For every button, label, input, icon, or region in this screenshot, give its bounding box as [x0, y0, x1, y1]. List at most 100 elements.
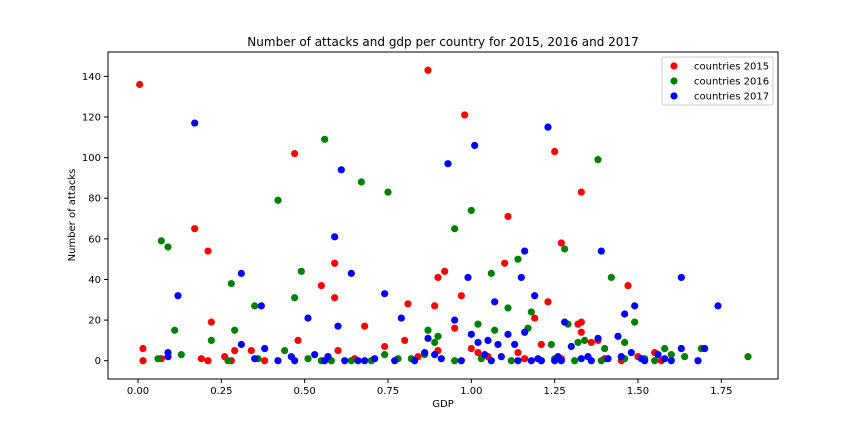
data-point [474, 338, 482, 347]
data-point [614, 332, 622, 340]
x-axis: 0.00 0.25 0.50 0.75 1.00 1.25 1.50 1.75 [127, 379, 732, 397]
data-point [237, 269, 245, 277]
data-point [601, 344, 609, 353]
data-point [207, 336, 215, 345]
data-point [491, 326, 499, 334]
x-tick-label: 1.00 [460, 386, 482, 397]
data-point [451, 357, 459, 365]
legend-label: countries 2015 [694, 62, 769, 73]
data-point [467, 206, 475, 215]
legend-label: countries 2017 [694, 92, 769, 103]
data-point [661, 355, 669, 363]
data-point [631, 302, 639, 310]
data-point [437, 355, 445, 363]
data-point [581, 336, 589, 345]
data-point [587, 338, 595, 347]
data-point [577, 188, 585, 196]
data-point [397, 314, 405, 322]
data-point [154, 355, 162, 363]
data-point [567, 342, 575, 351]
data-point [571, 357, 579, 365]
data-point [531, 292, 539, 300]
data-point [431, 351, 439, 359]
data-point [274, 357, 282, 365]
data-point [577, 355, 585, 363]
data-point [501, 259, 509, 267]
x-tick-label: 0.50 [294, 386, 316, 397]
data-point [544, 298, 552, 306]
data-point [381, 290, 389, 298]
data-point [677, 273, 685, 282]
data-point [224, 357, 232, 365]
data-point [604, 355, 612, 363]
data-point [204, 247, 212, 255]
data-point [177, 351, 185, 359]
data-point [444, 160, 452, 168]
data-point [701, 344, 709, 353]
y-tick-label: 60 [88, 234, 101, 245]
y-tick-label: 100 [82, 153, 101, 164]
data-point [331, 259, 339, 267]
data-point [424, 66, 432, 74]
data-point [514, 348, 522, 357]
data-point [291, 294, 299, 302]
data-point [274, 196, 282, 204]
data-point [607, 273, 615, 282]
data-point [404, 300, 412, 308]
data-point [597, 357, 605, 365]
data-point [627, 348, 635, 357]
data-point [281, 346, 289, 355]
data-point [677, 344, 685, 353]
data-point [654, 351, 662, 359]
x-tick-label: 0.25 [210, 386, 232, 397]
data-point [631, 318, 639, 326]
data-point [511, 340, 519, 349]
data-point [507, 357, 515, 365]
data-point [527, 357, 535, 365]
legend-marker [670, 92, 678, 100]
data-point [197, 355, 205, 363]
data-point [451, 225, 459, 233]
data-point [574, 320, 582, 328]
data-point [681, 353, 689, 361]
data-point [714, 302, 722, 310]
data-point [431, 338, 439, 347]
data-point [521, 355, 529, 363]
data-point [494, 340, 502, 349]
data-point [227, 279, 235, 288]
data-point [561, 318, 569, 326]
data-point [594, 156, 602, 164]
data-point [311, 351, 319, 359]
data-point [191, 119, 199, 127]
plot-area [107, 51, 779, 380]
data-point [621, 310, 629, 318]
data-point [551, 147, 559, 156]
data-point [504, 330, 512, 338]
data-point [421, 348, 429, 357]
data-point [334, 322, 342, 330]
y-axis-label: Number of attacks [67, 169, 78, 262]
data-point [481, 351, 489, 359]
data-point [661, 344, 669, 353]
data-point [621, 338, 629, 347]
series-3-points [164, 119, 722, 365]
data-point [487, 269, 495, 277]
data-point [451, 324, 459, 332]
data-point [411, 357, 419, 365]
y-axis: 0 20 40 60 80 100 120 140 [82, 72, 108, 367]
x-tick-label: 0.00 [127, 386, 149, 397]
chart-title: Number of attacks and gdp per country fo… [247, 35, 638, 49]
data-point [617, 353, 625, 361]
data-point [237, 340, 245, 349]
data-point [534, 355, 542, 363]
data-point [624, 281, 632, 290]
data-point [484, 336, 492, 345]
data-point [361, 322, 369, 330]
data-point [401, 336, 409, 345]
data-point [594, 334, 602, 342]
data-point [457, 357, 465, 365]
legend-box [661, 56, 774, 106]
legend-label: countries 2016 [694, 77, 769, 88]
data-point [391, 357, 399, 365]
